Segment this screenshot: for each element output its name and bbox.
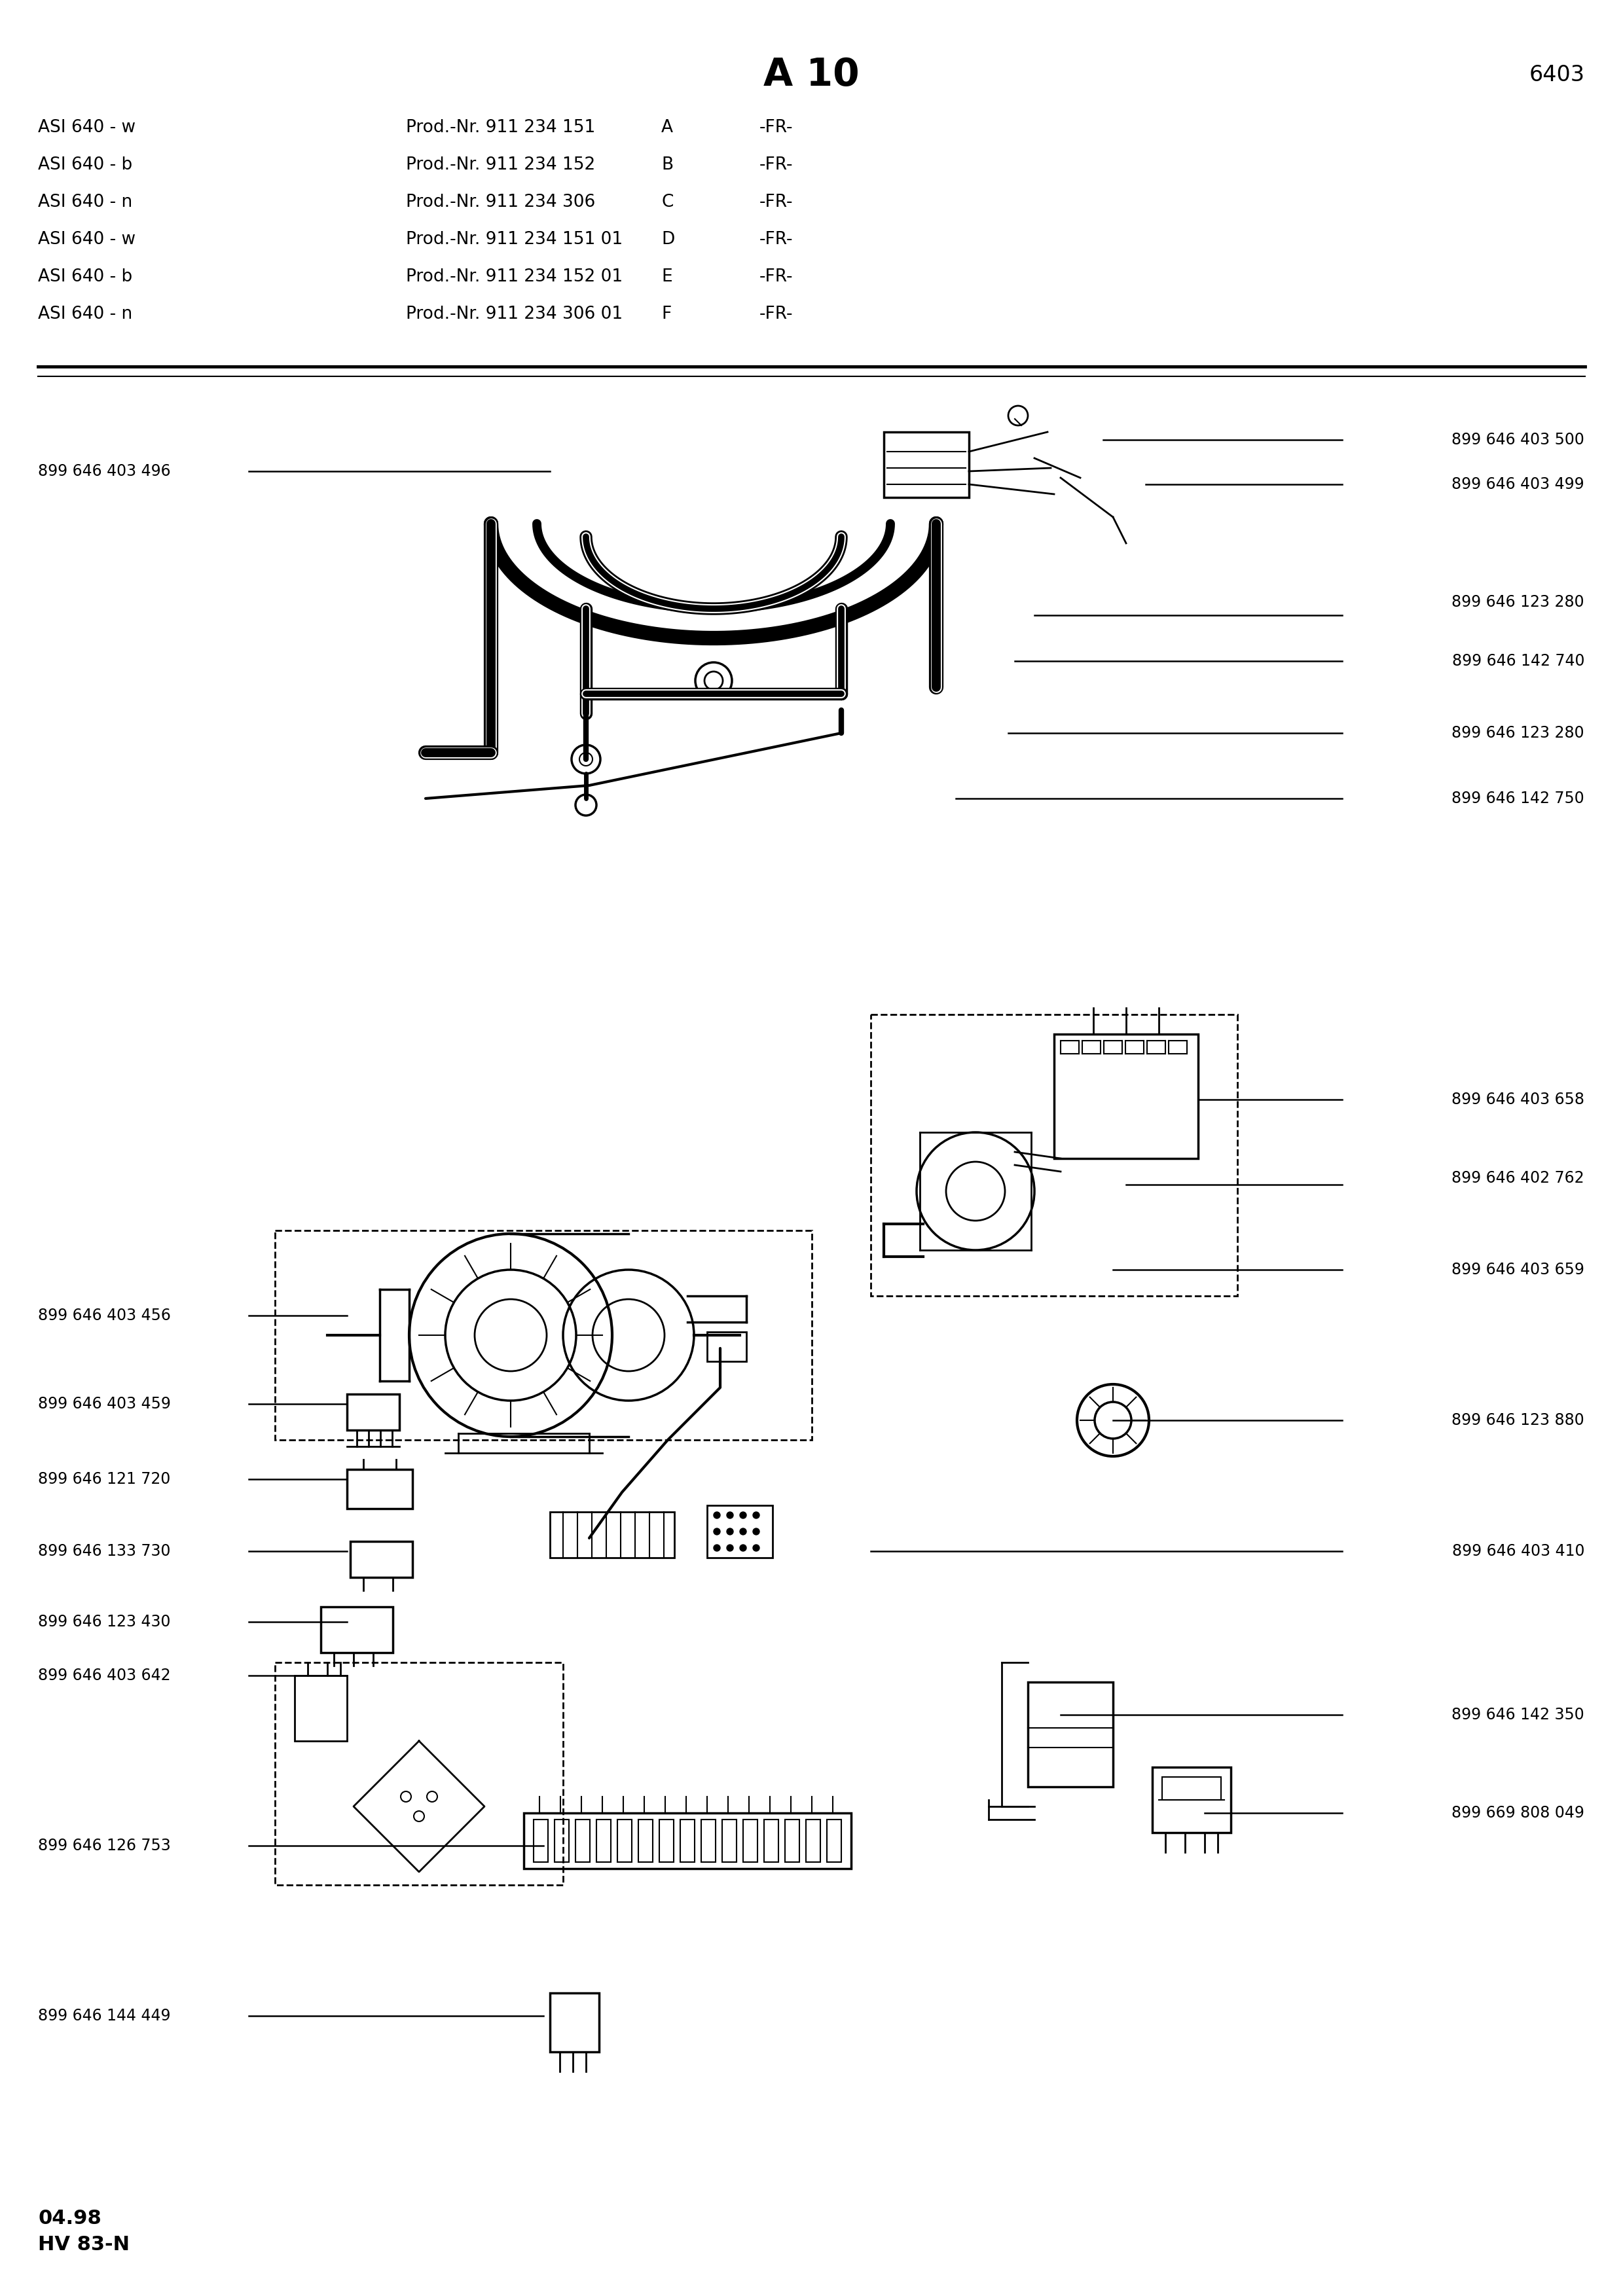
Bar — [596, 1818, 610, 1862]
Bar — [274, 1231, 812, 1440]
Circle shape — [727, 1529, 734, 1534]
Bar — [617, 1818, 631, 1862]
Bar — [807, 1818, 820, 1862]
Text: 899 646 403 500: 899 646 403 500 — [1451, 432, 1584, 448]
Text: 899 646 403 499: 899 646 403 499 — [1451, 478, 1584, 491]
Text: ASI 640 - b: ASI 640 - b — [37, 269, 133, 285]
Bar — [638, 1818, 652, 1862]
Text: ASI 640 - b: ASI 640 - b — [37, 156, 133, 174]
Bar — [550, 1993, 599, 2053]
Text: 899 646 123 280: 899 646 123 280 — [1451, 595, 1584, 611]
Text: ASI 640 - w: ASI 640 - w — [37, 232, 136, 248]
Text: D: D — [661, 232, 675, 248]
Text: 899 646 123 880: 899 646 123 880 — [1451, 1412, 1584, 1428]
Text: 899 646 142 750: 899 646 142 750 — [1451, 790, 1584, 806]
Bar — [708, 1506, 773, 1557]
Text: 899 646 403 642: 899 646 403 642 — [37, 1667, 170, 1683]
Text: -FR-: -FR- — [760, 156, 794, 174]
Circle shape — [753, 1511, 760, 1518]
Text: 899 646 133 730: 899 646 133 730 — [37, 1543, 170, 1559]
Text: 6403: 6403 — [1529, 64, 1586, 85]
Text: ASI 640 - n: ASI 640 - n — [37, 305, 133, 324]
Text: C: C — [661, 193, 674, 211]
Bar — [659, 1818, 674, 1862]
Text: Prod.-Nr. 911 234 306: Prod.-Nr. 911 234 306 — [406, 193, 596, 211]
Bar — [680, 1818, 695, 1862]
Circle shape — [727, 1511, 734, 1518]
Text: -FR-: -FR- — [760, 269, 794, 285]
Text: 899 646 142 740: 899 646 142 740 — [1453, 652, 1584, 668]
Text: 899 646 403 659: 899 646 403 659 — [1451, 1263, 1584, 1277]
Text: 899 646 403 456: 899 646 403 456 — [37, 1309, 170, 1322]
Bar — [885, 432, 969, 498]
Text: Prod.-Nr. 911 234 306 01: Prod.-Nr. 911 234 306 01 — [406, 305, 623, 324]
Circle shape — [740, 1545, 747, 1552]
Text: ASI 640 - n: ASI 640 - n — [37, 193, 133, 211]
Bar — [786, 1818, 800, 1862]
Circle shape — [753, 1545, 760, 1552]
Text: Prod.-Nr. 911 234 152 01: Prod.-Nr. 911 234 152 01 — [406, 269, 623, 285]
Text: -FR-: -FR- — [760, 305, 794, 324]
Bar — [701, 1818, 716, 1862]
Bar — [534, 1818, 549, 1862]
Text: Prod.-Nr. 911 234 151 01: Prod.-Nr. 911 234 151 01 — [406, 232, 623, 248]
Circle shape — [740, 1511, 747, 1518]
Text: 899 669 808 049: 899 669 808 049 — [1451, 1805, 1584, 1821]
Text: 899 646 123 430: 899 646 123 430 — [37, 1614, 170, 1630]
Text: Prod.-Nr. 911 234 152: Prod.-Nr. 911 234 152 — [406, 156, 596, 174]
Bar — [743, 1818, 758, 1862]
Text: HV 83-N: HV 83-N — [37, 2236, 130, 2255]
Bar — [295, 1676, 347, 1740]
Text: 899 646 403 459: 899 646 403 459 — [37, 1396, 170, 1412]
Text: A: A — [661, 119, 674, 135]
Bar — [826, 1818, 841, 1862]
Bar — [722, 1818, 737, 1862]
Circle shape — [714, 1511, 721, 1518]
Text: Prod.-Nr. 911 234 151: Prod.-Nr. 911 234 151 — [406, 119, 596, 135]
Bar — [524, 1814, 850, 1869]
Bar — [764, 1818, 779, 1862]
Bar — [1152, 1768, 1230, 1832]
Bar — [555, 1818, 570, 1862]
Bar — [1162, 1777, 1220, 1800]
Text: 899 646 142 350: 899 646 142 350 — [1451, 1706, 1584, 1722]
Circle shape — [714, 1545, 721, 1552]
Text: 899 646 403 496: 899 646 403 496 — [37, 464, 170, 480]
Text: 899 646 403 410: 899 646 403 410 — [1453, 1543, 1584, 1559]
Bar — [321, 1607, 393, 1653]
Text: E: E — [661, 269, 672, 285]
Bar — [1053, 1033, 1198, 1159]
Bar — [1027, 1683, 1113, 1786]
Circle shape — [714, 1529, 721, 1534]
Text: -FR-: -FR- — [760, 119, 794, 135]
Text: -FR-: -FR- — [760, 193, 794, 211]
Bar — [576, 1818, 589, 1862]
Circle shape — [727, 1545, 734, 1552]
Text: 899 646 123 280: 899 646 123 280 — [1451, 726, 1584, 742]
Bar — [274, 1662, 563, 1885]
Text: ASI 640 - w: ASI 640 - w — [37, 119, 136, 135]
Circle shape — [753, 1529, 760, 1534]
Text: 04.98: 04.98 — [37, 2209, 101, 2227]
Text: 899 646 402 762: 899 646 402 762 — [1451, 1171, 1584, 1187]
Text: B: B — [661, 156, 674, 174]
Text: 899 646 121 720: 899 646 121 720 — [37, 1472, 170, 1488]
Bar — [550, 1511, 674, 1557]
Text: 899 646 403 658: 899 646 403 658 — [1451, 1091, 1584, 1107]
Text: A 10: A 10 — [763, 57, 860, 94]
Bar — [708, 1332, 747, 1362]
Bar — [872, 1015, 1237, 1295]
Bar — [351, 1541, 412, 1577]
Text: 899 646 126 753: 899 646 126 753 — [37, 1837, 170, 1853]
Bar — [347, 1469, 412, 1508]
Bar — [347, 1394, 399, 1430]
Text: 899 646 144 449: 899 646 144 449 — [37, 2009, 170, 2023]
Text: F: F — [661, 305, 672, 324]
Text: -FR-: -FR- — [760, 232, 794, 248]
Circle shape — [740, 1529, 747, 1534]
